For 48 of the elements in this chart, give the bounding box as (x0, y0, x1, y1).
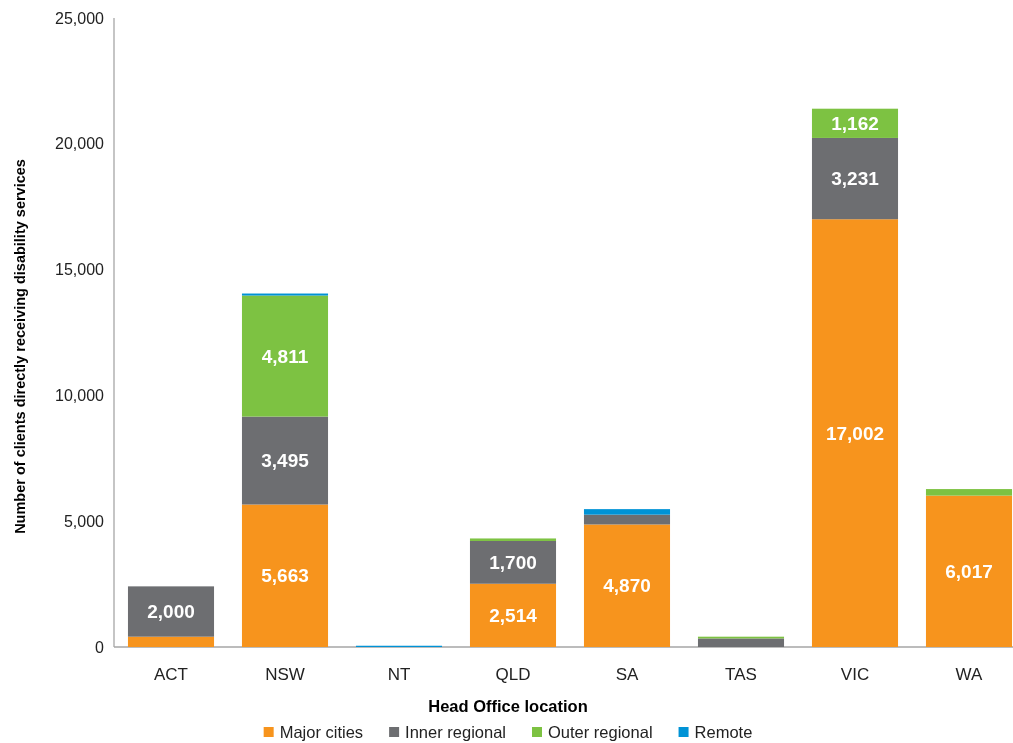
x-tick-label: VIC (840, 664, 870, 684)
bar (583, 514, 671, 525)
x-tick-label: QLD (495, 664, 531, 684)
bar (697, 638, 785, 647)
bar (127, 636, 215, 647)
data-label: 1,700 (489, 552, 537, 574)
y-tick-label: 0 (95, 638, 105, 656)
bar (583, 509, 671, 515)
bar (583, 524, 671, 647)
legend-label: Inner regional (405, 722, 507, 741)
data-label: 4,811 (261, 345, 309, 367)
y-tick-label: 15,000 (55, 261, 105, 279)
data-label: 4,870 (603, 575, 651, 597)
bar (241, 293, 329, 296)
y-tick-label: 20,000 (55, 135, 105, 153)
bar (241, 504, 329, 647)
legend-label: Remote (694, 722, 753, 741)
y-tick-label: 5,000 (63, 512, 105, 530)
data-label: 3,231 (831, 168, 880, 190)
legend-label: Outer regional (548, 722, 653, 741)
bar (925, 489, 1013, 496)
bar (811, 219, 899, 647)
bar (925, 495, 1013, 647)
bar (811, 137, 899, 220)
bar (127, 586, 215, 637)
data-label: 2,514 (489, 605, 538, 627)
data-label: 17,002 (825, 422, 885, 444)
x-tick-label: TAS (725, 664, 757, 684)
bar (469, 540, 557, 584)
bar (469, 583, 557, 647)
y-axis-title: Number of clients directly receiving disability services (12, 159, 29, 534)
data-label: 2,000 (147, 601, 195, 623)
y-tick-label: 25,000 (55, 9, 105, 27)
data-label: 6,017 (945, 560, 993, 582)
x-tick-label: SA (615, 664, 639, 684)
data-label: 3,495 (261, 450, 310, 472)
x-tick-label: NT (387, 664, 411, 684)
x-tick-label: NSW (265, 664, 305, 684)
y-tick-label: 10,000 (55, 387, 105, 404)
x-tick-label: WA (955, 664, 984, 684)
bar (469, 538, 557, 541)
bar (241, 295, 329, 417)
x-tick-label: ACT (154, 664, 188, 684)
bar (241, 416, 329, 505)
data-label: 5,663 (261, 565, 309, 587)
data-label: 1,162 (831, 112, 879, 134)
x-axis-title: Head Office location (428, 696, 588, 715)
legend-label: Major cities (279, 722, 364, 741)
